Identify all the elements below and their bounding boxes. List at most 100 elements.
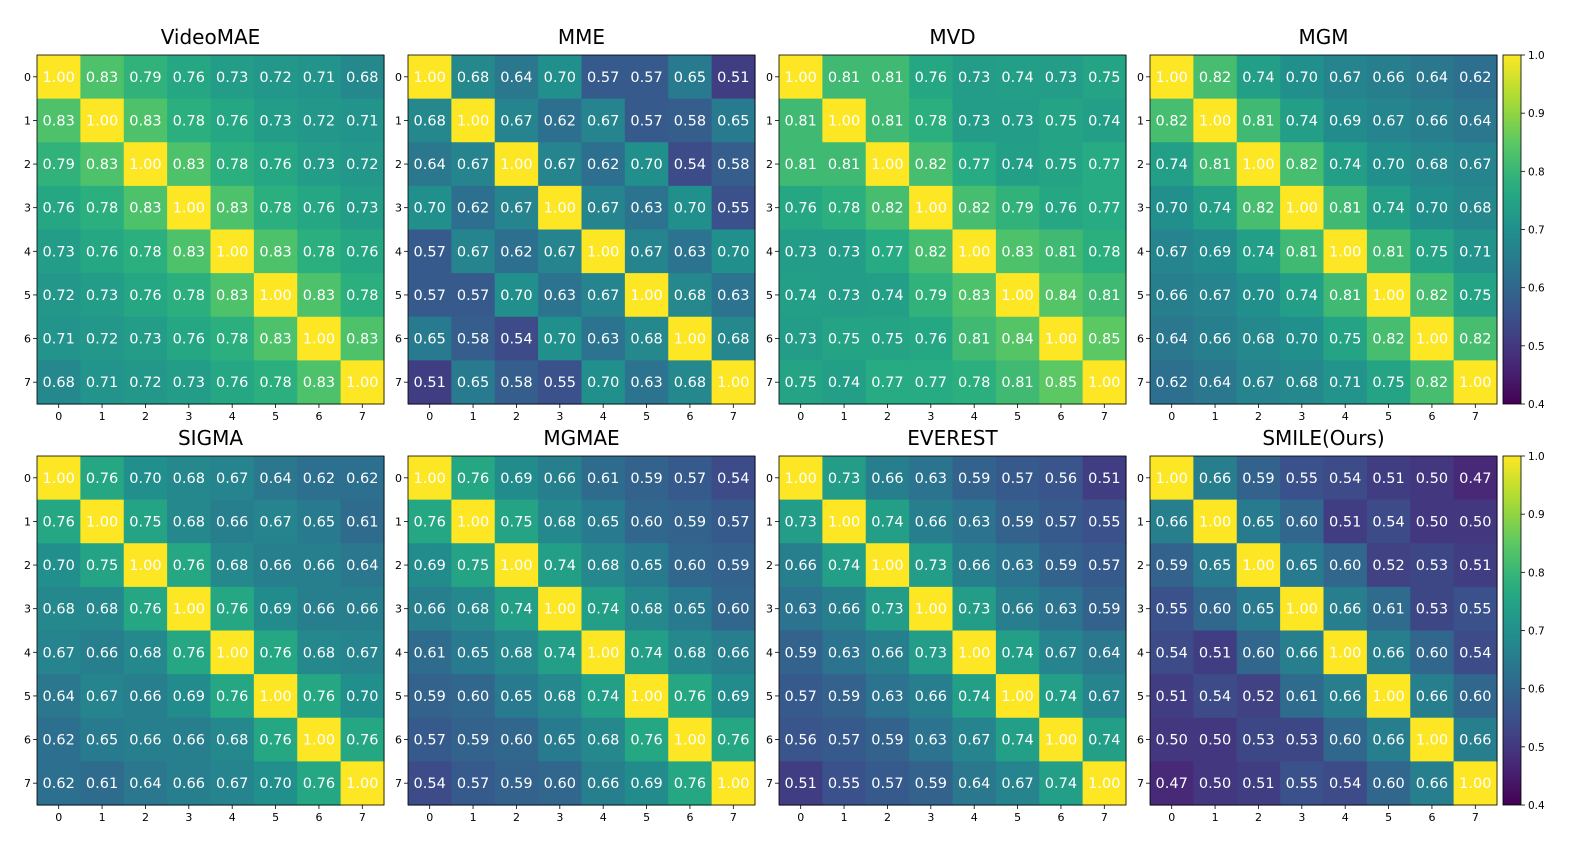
- cell-value-label: 0.58: [717, 157, 749, 173]
- x-tick-label: 4: [1342, 410, 1349, 423]
- heatmap-cell: [538, 185, 583, 231]
- cell-value-label: 1.00: [1045, 332, 1077, 348]
- heatmap-cell: [1039, 674, 1084, 719]
- cell-value-label: 0.74: [1242, 244, 1274, 260]
- heatmap-cell: [37, 456, 81, 501]
- cell-value-label: 0.66: [303, 558, 335, 574]
- heatmap-cell: [494, 586, 539, 632]
- cell-value-label: 0.59: [958, 471, 990, 487]
- cell-value-label: 1.00: [500, 558, 532, 574]
- heatmap-cell: [1193, 142, 1238, 187]
- heatmap-cell: [494, 630, 539, 675]
- cell-value-label: 0.60: [457, 689, 489, 705]
- heatmap-cell: [865, 717, 910, 762]
- cell-value-label: 0.67: [1001, 776, 1033, 792]
- cell-value-label: 0.85: [1088, 332, 1120, 348]
- heatmap-cell: [123, 316, 168, 361]
- heatmap-cell: [340, 316, 385, 361]
- heatmap-cell: [711, 456, 756, 501]
- heatmap-cell: [340, 717, 385, 762]
- heatmap-cell: [909, 586, 954, 632]
- heatmap-cell: [1323, 98, 1368, 143]
- heatmap-cell: [1082, 717, 1127, 762]
- heatmap-cell: [1453, 273, 1498, 318]
- heatmap-cell: [167, 674, 212, 719]
- heatmap-cell: [624, 674, 669, 719]
- cell-value-label: 1.00: [915, 201, 947, 217]
- heatmap-cell: [1453, 630, 1498, 675]
- x-tick-label: 4: [971, 410, 978, 423]
- heatmap-cell: [952, 55, 997, 100]
- heatmap-cell: [1366, 273, 1411, 318]
- panel-mgm: MGM 1.00 0.82 0.74 0.70 0.67 0.66 0.64 0.62 0.82 1…: [1137, 25, 1498, 423]
- cell-value-label: 0.65: [1286, 558, 1318, 574]
- heatmap-cell: [711, 543, 756, 588]
- panel-title: VideoMAE: [161, 25, 261, 49]
- heatmap-cell: [668, 499, 713, 544]
- cell-value-label: 0.65: [674, 70, 706, 86]
- panel-everest: EVEREST 1.00 0.73 0.66 0.63 0.59 0.57 0.56 0.51 0…: [766, 426, 1127, 824]
- heatmap-cell: [1039, 761, 1084, 806]
- heatmap-cell: [909, 98, 954, 143]
- heatmap-cell: [865, 674, 910, 719]
- y-tick-label: 3: [395, 202, 402, 215]
- heatmap-cell: [668, 586, 713, 632]
- cell-value-label: 0.67: [1045, 645, 1077, 661]
- heatmap-cell: [538, 456, 583, 501]
- heatmap-cell: [37, 55, 81, 100]
- heatmap-cell: [408, 499, 452, 544]
- cell-value-label: 0.68: [544, 689, 576, 705]
- cell-value-label: 0.63: [587, 332, 619, 348]
- cell-value-label: 0.81: [871, 113, 903, 129]
- heatmap-cell: [1082, 360, 1127, 405]
- heatmap-cell: [451, 543, 496, 588]
- heatmap-cell: [909, 761, 954, 806]
- heatmap-cell: [340, 761, 385, 806]
- x-tick-label: 7: [359, 811, 366, 824]
- cell-value-label: 0.75: [828, 332, 860, 348]
- heatmap-cell: [711, 674, 756, 719]
- cell-value-label: 0.73: [173, 375, 205, 391]
- cell-value-label: 0.68: [587, 558, 619, 574]
- cell-value-label: 1.00: [173, 602, 205, 618]
- heatmap-cell: [822, 185, 867, 231]
- x-tick-label: 6: [1057, 811, 1064, 824]
- cell-value-label: 0.62: [500, 244, 532, 260]
- cell-value-label: 1.00: [1088, 375, 1120, 391]
- heatmap-cell: [822, 630, 867, 675]
- heatmap-cell: [451, 674, 496, 719]
- heatmap-cell: [1323, 55, 1368, 100]
- y-tick-label: 4: [395, 245, 402, 258]
- heatmap-cell: [80, 630, 125, 675]
- cell-value-label: 0.73: [303, 157, 335, 173]
- cell-value-label: 0.76: [915, 70, 947, 86]
- heatmap-cell: [1150, 273, 1194, 318]
- cell-value-label: 0.55: [1286, 776, 1318, 792]
- x-tick-label: 6: [686, 410, 693, 423]
- heatmap-cell: [1366, 543, 1411, 588]
- cell-value-label: 0.63: [674, 244, 706, 260]
- x-tick-label: 0: [55, 410, 62, 423]
- cell-value-label: 0.62: [587, 157, 619, 173]
- heatmap-cell: [1453, 456, 1498, 501]
- heatmap-cell: [822, 586, 867, 632]
- heatmap-cell: [1453, 360, 1498, 405]
- cell-value-label: 0.77: [1088, 157, 1120, 173]
- cell-value-label: 0.63: [717, 288, 749, 304]
- cell-value-label: 0.57: [785, 689, 817, 705]
- cell-value-label: 1.00: [674, 733, 706, 749]
- cell-value-label: 0.66: [958, 558, 990, 574]
- heatmap-cell: [451, 360, 496, 405]
- cell-value-label: 0.59: [915, 776, 947, 792]
- x-tick-label: 1: [470, 410, 477, 423]
- heatmap-cell: [865, 98, 910, 143]
- cell-value-label: 0.67: [587, 288, 619, 304]
- heatmap-cell: [711, 142, 756, 187]
- cell-value-label: 1.00: [915, 602, 947, 618]
- heatmap-cell: [210, 761, 255, 806]
- y-tick-label: 1: [24, 114, 31, 127]
- x-tick-label: 4: [600, 811, 607, 824]
- heatmap-cell: [1453, 499, 1498, 544]
- heatmap-cell: [210, 360, 255, 405]
- panel-videomae: VideoMAE 1.00 0.83 0.79 0.76 0.73 0.72 0.71 0.68…: [24, 25, 385, 423]
